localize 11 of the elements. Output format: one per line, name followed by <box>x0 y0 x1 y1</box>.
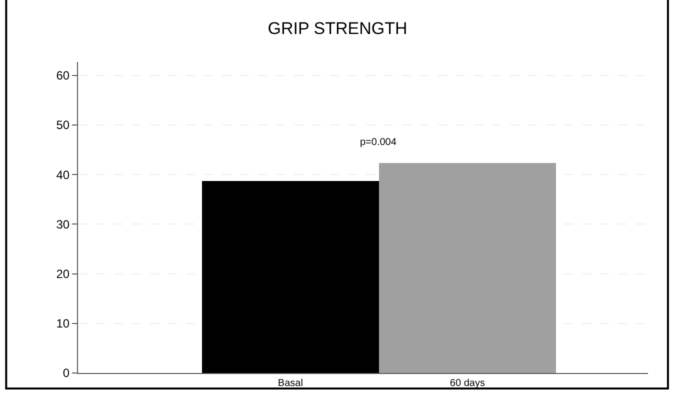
chart-title: GRIP STRENGTH <box>268 19 408 38</box>
y-tick-label: 0 <box>62 366 70 380</box>
y-tick-label: 50 <box>56 118 70 132</box>
y-tick-label: 10 <box>56 316 70 331</box>
y-tick-label: 30 <box>56 217 70 232</box>
x-tick-label: Basal <box>278 378 303 389</box>
y-tick-label: 60 <box>56 68 70 83</box>
x-tick-label: 60 days <box>450 378 485 389</box>
y-tick-label: 40 <box>56 168 70 182</box>
y-tick-label: 20 <box>56 267 70 281</box>
annotation: p=0.004 <box>360 137 397 148</box>
